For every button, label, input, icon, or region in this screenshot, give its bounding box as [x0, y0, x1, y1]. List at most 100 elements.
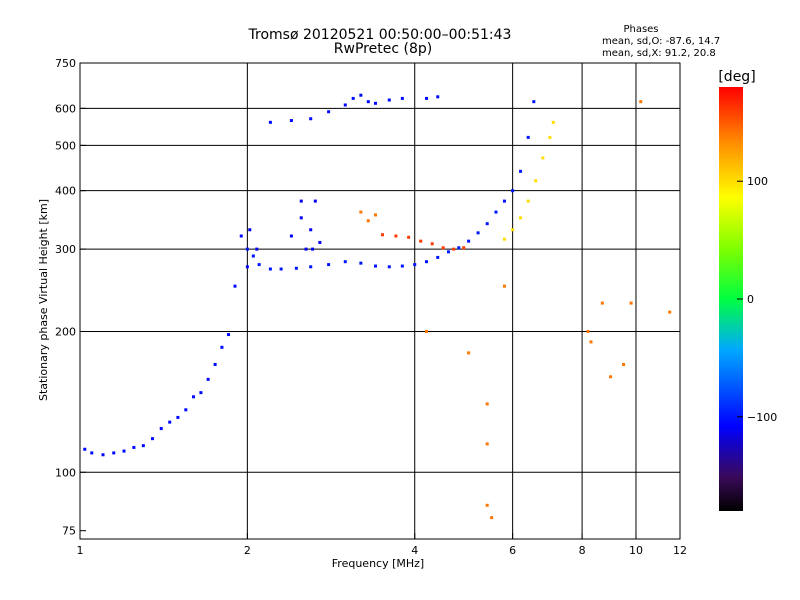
data-point — [485, 222, 489, 226]
data-point — [309, 228, 313, 232]
data-point — [413, 263, 417, 267]
data-point — [83, 447, 87, 451]
data-point — [436, 255, 440, 259]
data-point — [425, 96, 429, 100]
data-point — [425, 260, 429, 264]
data-point — [519, 216, 523, 220]
data-point — [220, 345, 224, 349]
data-point — [373, 213, 377, 217]
phase-info-o: mean, sd,O: -87.6, 14.7 — [602, 36, 720, 47]
colorbar-tick-label: −100 — [747, 411, 777, 424]
colorbar-ticks: 100 0 −100 — [737, 175, 777, 424]
x-tick-label: 2 — [244, 544, 251, 557]
y-tick-label: 400 — [55, 185, 76, 198]
colorbar: [deg] 100 0 −100 — [718, 69, 777, 511]
data-points — [83, 93, 672, 520]
data-point — [387, 98, 391, 102]
data-point — [309, 117, 313, 121]
data-point — [132, 445, 136, 449]
data-point — [359, 261, 363, 265]
y-axis-ticks: 75 100 200 300 400 500 600 750 — [55, 57, 86, 538]
data-point — [311, 247, 315, 251]
y-tick-label: 300 — [55, 243, 76, 256]
data-point — [351, 96, 355, 100]
y-tick-label: 750 — [55, 57, 76, 70]
data-point — [122, 449, 126, 453]
data-point — [467, 351, 471, 355]
data-point — [526, 199, 530, 203]
data-point — [600, 301, 604, 305]
data-point — [150, 437, 154, 441]
data-point — [532, 100, 536, 104]
data-point — [359, 210, 363, 214]
data-point — [394, 234, 398, 238]
data-point — [366, 100, 370, 104]
data-point — [184, 408, 188, 412]
data-point — [257, 263, 261, 267]
data-point — [373, 101, 377, 105]
data-point — [327, 263, 331, 267]
data-point — [304, 247, 308, 251]
y-tick-label: 600 — [55, 102, 76, 115]
data-point — [318, 240, 322, 244]
x-tick-label: 6 — [509, 544, 516, 557]
data-point — [101, 453, 105, 457]
data-point — [206, 377, 210, 381]
data-point — [519, 169, 523, 173]
data-point — [233, 284, 237, 288]
x-tick-label: 8 — [579, 544, 586, 557]
data-point — [668, 310, 672, 314]
data-point — [159, 427, 163, 431]
chart-title: Tromsø 20120521 00:50:00–00:51:43 — [248, 27, 512, 43]
data-point — [586, 329, 590, 333]
data-point — [485, 442, 489, 446]
data-point — [407, 235, 411, 239]
colorbar-label: [deg] — [718, 69, 755, 85]
data-point — [327, 110, 331, 114]
data-point — [441, 246, 445, 250]
data-point — [526, 135, 530, 139]
data-point — [589, 340, 593, 344]
data-point — [476, 231, 480, 235]
data-point — [299, 199, 303, 203]
data-point — [289, 119, 293, 123]
data-point — [199, 391, 203, 395]
data-point — [400, 96, 404, 100]
data-point — [313, 199, 317, 203]
data-point — [176, 415, 180, 419]
phase-info-heading: Phases — [623, 24, 658, 35]
data-point — [387, 265, 391, 269]
x-tick-label: 1 — [77, 544, 84, 557]
data-point — [366, 219, 370, 223]
data-point — [485, 503, 489, 507]
data-point — [343, 103, 347, 107]
data-point — [373, 264, 377, 268]
x-tick-label: 4 — [411, 544, 418, 557]
data-point — [248, 228, 252, 232]
data-point — [430, 242, 434, 246]
x-tick-label: 12 — [673, 544, 687, 557]
data-point — [343, 260, 347, 264]
data-point — [502, 284, 506, 288]
grid-lines — [80, 63, 680, 539]
data-point — [419, 239, 423, 243]
data-point — [380, 233, 384, 237]
data-point — [112, 451, 116, 455]
data-point — [279, 267, 283, 271]
y-tick-label: 200 — [55, 325, 76, 338]
data-point — [541, 156, 545, 160]
data-point — [141, 444, 145, 448]
data-point — [534, 179, 538, 183]
data-point — [629, 301, 633, 305]
data-point — [639, 100, 643, 104]
colorbar-tick-label: 0 — [747, 293, 754, 306]
data-point — [289, 234, 293, 238]
data-point — [400, 264, 404, 268]
data-point — [213, 362, 217, 366]
data-point — [359, 93, 363, 97]
data-point — [227, 333, 231, 337]
data-point — [425, 329, 429, 333]
data-point — [511, 228, 515, 232]
